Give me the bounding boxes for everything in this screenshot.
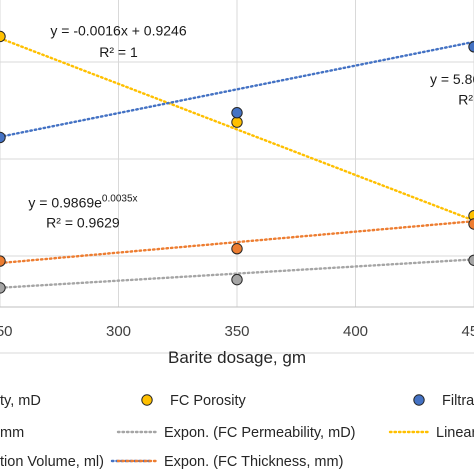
legend-item: FC Porosity	[141, 393, 246, 409]
legend-item: ty, mD	[0, 393, 41, 409]
point-filtration-volume-ml	[231, 107, 243, 119]
point-fc-thickness-mm	[468, 218, 474, 230]
equation-label: R² =	[458, 91, 474, 107]
legend-marker	[413, 394, 425, 406]
equation-label: y = -0.0016x + 0.9246	[50, 23, 186, 39]
x-tick-label: 300	[106, 323, 131, 340]
legend-label: FC Porosity	[170, 393, 246, 409]
gridlines	[0, 0, 474, 354]
point-fc-porosity	[0, 30, 6, 43]
equation-label: y = 5.86	[430, 71, 474, 87]
point-fc-permeability-md	[0, 282, 6, 294]
legend-marker	[141, 394, 153, 406]
point-fc-porosity	[231, 116, 243, 128]
equation-label: y = 0.9869e0.0035x	[28, 194, 137, 211]
legend-label: Expon. (FC Thickness, mm)	[164, 454, 343, 470]
legend-label: mm	[0, 425, 24, 441]
legend: ty, mD FC Porosity Filtratio mm Expon. (FC P…	[0, 393, 474, 470]
point-fc-thickness-mm	[231, 243, 243, 255]
point-fc-thickness-mm	[0, 255, 6, 267]
legend-label: Expon. (FC Permeability, mD)	[164, 425, 356, 441]
x-axis: 250 300 350 400 450	[0, 306, 474, 340]
trendline-linear-filtration-volume-ml-	[0, 40, 474, 139]
point-fc-permeability-md	[468, 254, 474, 266]
x-tick-label: 400	[343, 323, 368, 340]
trendline-expon-fc-permeability-md-	[0, 258, 474, 289]
equation-label: R² = 0.9629	[46, 214, 120, 230]
legend-item: mm	[0, 425, 24, 441]
trendlines	[0, 36, 474, 289]
point-filtration-volume-ml	[0, 131, 6, 144]
x-tick-label: 350	[224, 323, 249, 340]
legend-item: Filtratio	[413, 393, 474, 409]
legend-label: tion Volume, ml)	[0, 454, 104, 470]
x-tick-label: 250	[0, 323, 13, 340]
point-fc-permeability-md	[231, 273, 243, 286]
trendline-expon-fc-thickness-mm-	[0, 219, 474, 265]
legend-item: Linear (	[388, 425, 474, 441]
legend-item: Expon. (FC Permeability, mD)	[116, 425, 356, 441]
data-points	[0, 30, 474, 294]
legend-label: Filtratio	[442, 393, 474, 409]
equation-label: R² = 1	[99, 44, 138, 60]
trendline-equations: y = -0.0016x + 0.9246 R² = 1 y = 0.9869e0.…	[28, 23, 474, 231]
x-tick-label: 450	[461, 323, 474, 340]
trendline-linear-fc-porosity-	[0, 36, 474, 222]
legend-item: Expon. (FC Thickness, mm)	[116, 454, 343, 470]
x-axis-title: Barite dosage, gm	[168, 348, 306, 367]
legend-label: ty, mD	[0, 393, 41, 409]
legend-label: Linear (	[436, 425, 474, 441]
